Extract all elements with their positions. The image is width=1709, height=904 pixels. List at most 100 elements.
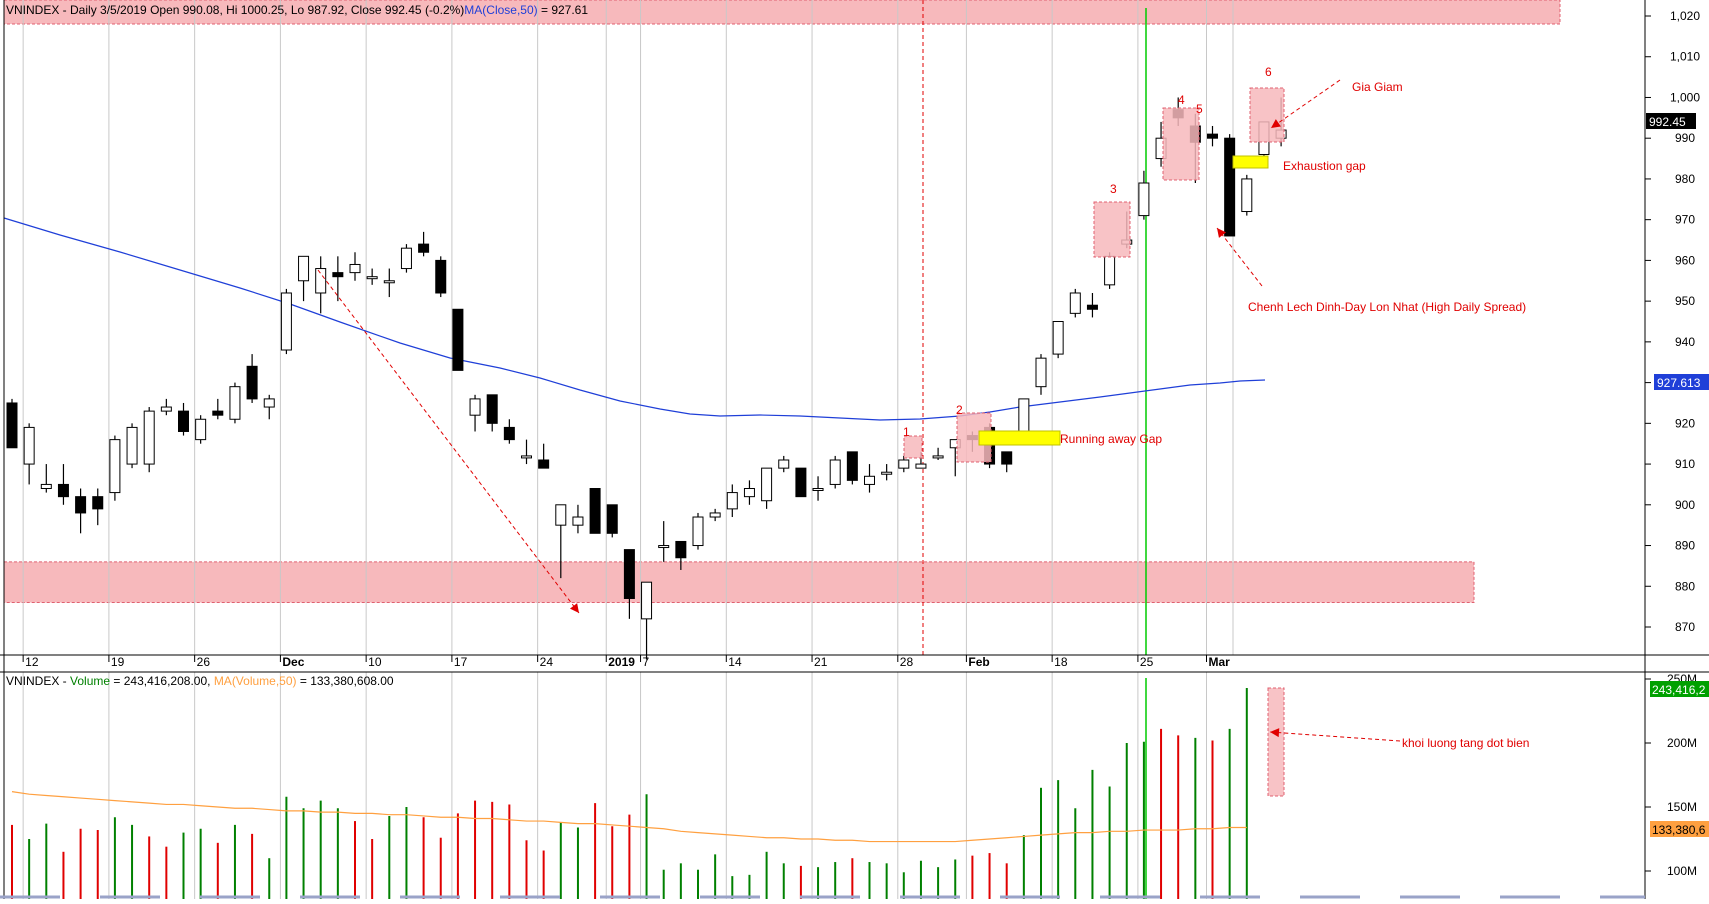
x-tick-label: 12 (25, 655, 39, 669)
zones-layer (3, 0, 1561, 604)
price-header: VNINDEX - Daily 3/5/2019 Open 990.08, Hi… (6, 3, 588, 17)
candle-body (1104, 255, 1116, 286)
y-tick-label: 1,000 (1670, 90, 1700, 104)
x-tick-label: Dec (282, 655, 304, 669)
ma-layer (3, 217, 1266, 421)
y-tick-label: 1,010 (1670, 50, 1700, 64)
x-tick-label: 2019 (608, 655, 635, 669)
ma-volume-label: 133,380,6 (1652, 823, 1706, 837)
candle-body (92, 496, 104, 510)
annot-layer (317, 79, 1401, 797)
exhaustion-gap-box (1232, 155, 1269, 169)
ma-price-label: 927.613 (1657, 376, 1701, 390)
candle-body (726, 492, 738, 510)
annotation-volume-spike: khoi luong tang dot bien (1402, 736, 1529, 750)
vol-y-tick-label: 150M (1667, 800, 1697, 814)
candle-body (812, 488, 824, 492)
candle-body (469, 398, 481, 416)
y-tick-label: 910 (1675, 457, 1695, 471)
arrow-volume-spike-head (1270, 728, 1280, 738)
candle-body (400, 247, 412, 270)
x-tick-label: Feb (968, 655, 989, 669)
candle-body (315, 268, 327, 294)
candle-body (864, 475, 875, 485)
candle-body (658, 545, 670, 549)
candle-body (40, 483, 52, 490)
y-tick-label: 920 (1675, 416, 1695, 430)
x-tick-label: 24 (540, 655, 554, 669)
price-header-sep: - (59, 3, 70, 17)
candle-body (572, 516, 584, 526)
candle-body (538, 459, 550, 469)
box-1 (903, 435, 923, 459)
annotation-n6: 6 (1265, 65, 1272, 79)
candle-body (1001, 451, 1013, 465)
grid-layer (22, 0, 1234, 899)
candle-body (1224, 137, 1236, 237)
candle-body (1052, 321, 1064, 355)
candle-body (932, 455, 944, 459)
x-tick-label: 14 (728, 655, 742, 669)
arrow-downtrend (317, 269, 580, 614)
last-volume-box (1650, 681, 1709, 697)
volume-ma-line (11, 791, 1247, 843)
running-away-gap-box (978, 430, 1061, 446)
x-tick-label: 19 (111, 655, 125, 669)
annotation-n3: 3 (1110, 182, 1117, 196)
candle-body (298, 255, 310, 282)
candle-body (195, 418, 207, 441)
price-header-symbol: VNINDEX (6, 3, 59, 17)
ma-price-box (1654, 374, 1709, 390)
box-6 (1249, 87, 1285, 143)
ma50-line (3, 217, 1266, 421)
candle-body (349, 263, 361, 274)
candle-body (57, 483, 69, 498)
y-tick-label: 1,020 (1670, 9, 1700, 23)
candle-body (160, 406, 172, 412)
vol-y-tick-label: 200M (1667, 736, 1697, 750)
candle-body (1069, 292, 1081, 314)
last-price-box (1646, 113, 1696, 129)
annotation-n2: 2 (956, 403, 963, 417)
annotation-n5: 5 (1196, 102, 1203, 116)
candle-body (246, 365, 258, 400)
x-tick-label: 21 (814, 655, 828, 669)
candle-body (589, 488, 601, 534)
candle-body (486, 394, 498, 424)
candle-body (109, 439, 121, 494)
last-volume-label: 243,416,2 (1652, 683, 1706, 697)
last-price-label: 992.45 (1649, 115, 1686, 129)
volume-header: VNINDEX - Volume = 243,416,208.00, MA(Vo… (6, 674, 394, 688)
candle-body (383, 280, 395, 284)
candle-body (761, 467, 773, 502)
candle-body (332, 272, 344, 278)
annotation-running-away-gap: Running away Gap (1060, 432, 1162, 446)
annotation-exhaustion-gap: Exhaustion gap (1283, 159, 1366, 173)
y-tick-label: 990 (1675, 131, 1695, 145)
candle-body (366, 276, 378, 280)
vol-y-tick-label: 100M (1667, 864, 1697, 878)
candle-body (126, 426, 138, 465)
y-tick-label: 870 (1675, 620, 1695, 634)
annotation-gia-giam: Gia Giam (1352, 80, 1403, 94)
candle-body (1086, 304, 1098, 310)
y-tick-label: 970 (1675, 213, 1695, 227)
candle-body (75, 496, 87, 514)
y-tick-label: 950 (1675, 294, 1695, 308)
x-tick-label: 10 (368, 655, 382, 669)
y-tick-label: 880 (1675, 579, 1695, 593)
ma-volume-box (1650, 821, 1709, 837)
y-tick-label: 980 (1675, 172, 1695, 186)
candle-body (898, 459, 910, 469)
arrow-high-spread (1216, 227, 1263, 287)
x-tick-label: 7 (643, 655, 650, 669)
candle-body (606, 504, 618, 534)
candle-body (795, 467, 807, 498)
box-3 (1093, 201, 1131, 258)
box-volume-spike (1267, 687, 1285, 797)
annotation-n1: 1 (903, 425, 910, 439)
candle-body (1241, 178, 1253, 213)
